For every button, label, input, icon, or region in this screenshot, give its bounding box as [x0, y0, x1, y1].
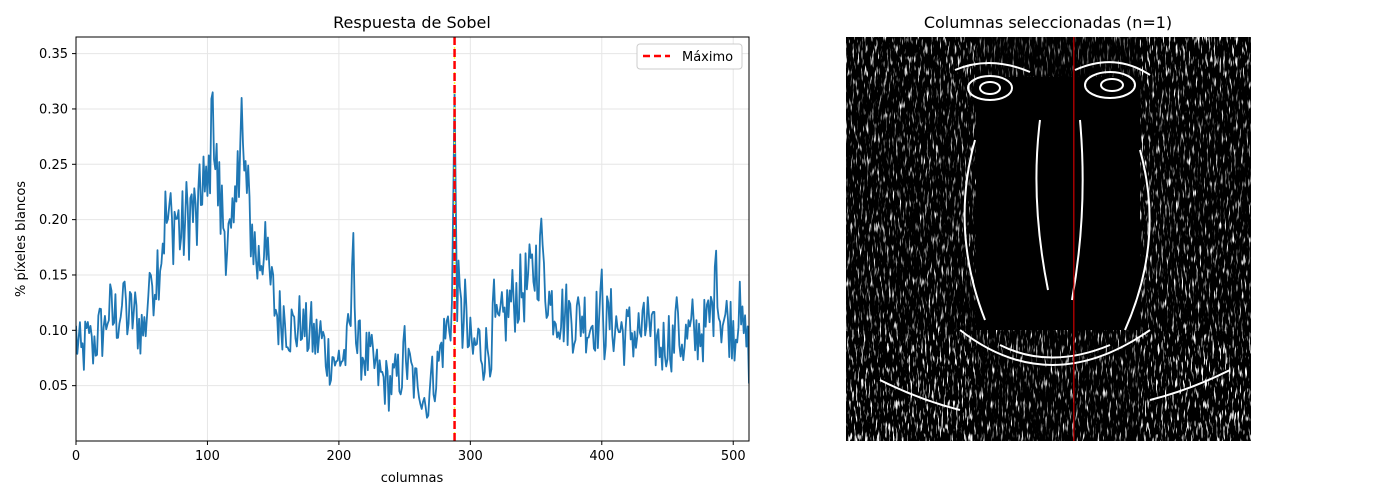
y-tick-label: 0.25 — [39, 158, 68, 173]
y-tick-label: 0.10 — [39, 324, 68, 339]
edge-noise-top — [846, 37, 1251, 77]
y-tick-label: 0.20 — [39, 213, 68, 228]
legend: Máximo — [637, 44, 742, 69]
edge-noise-bottom — [846, 330, 1251, 441]
chart-title: Respuesta de Sobel — [333, 13, 491, 32]
y-tick-label: 0.05 — [39, 379, 68, 394]
legend-entry: Máximo — [682, 50, 733, 65]
image-title: Columnas seleccionadas (n=1) — [924, 13, 1172, 32]
x-tick-label: 300 — [458, 449, 483, 464]
y-tick-label: 0.15 — [39, 268, 68, 283]
y-tick-label: 0.35 — [39, 47, 68, 62]
x-axis-label: columnas — [381, 471, 444, 486]
x-tick-label: 0 — [72, 449, 80, 464]
y-axis-ticks: 0.05 0.10 0.15 0.20 0.25 0.30 0.35 — [39, 47, 76, 394]
y-tick-label: 0.30 — [39, 102, 68, 117]
x-tick-label: 400 — [589, 449, 614, 464]
x-tick-label: 200 — [326, 449, 351, 464]
y-axis-label: % píxeles blancos — [14, 181, 29, 297]
selected-columns-panel: Columnas seleccionadas (n=1) — [846, 13, 1251, 441]
x-tick-label: 100 — [195, 449, 220, 464]
x-axis-ticks: 0 100 200 300 400 500 — [72, 441, 746, 464]
sobel-chart: Respuesta de Sobel 0 100 200 300 400 500 0.05… — [14, 13, 749, 486]
x-tick-label: 500 — [721, 449, 746, 464]
